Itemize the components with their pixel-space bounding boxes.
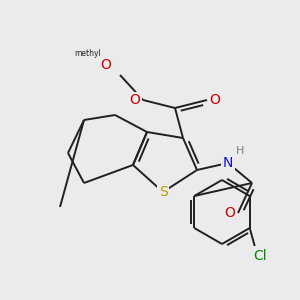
- Text: O: O: [225, 206, 236, 220]
- Text: N: N: [223, 156, 233, 170]
- Text: O: O: [100, 58, 111, 72]
- Text: methyl: methyl: [75, 49, 101, 58]
- Text: O: O: [210, 93, 220, 107]
- Text: Cl: Cl: [253, 249, 266, 263]
- Text: O: O: [130, 93, 140, 107]
- Text: H: H: [236, 146, 244, 156]
- Text: S: S: [159, 185, 167, 199]
